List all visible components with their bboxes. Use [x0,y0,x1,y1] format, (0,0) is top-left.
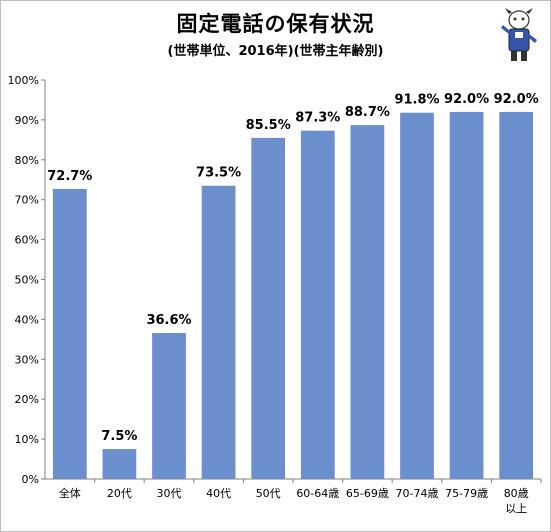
y-tick-label: 0% [22,473,39,486]
bar [300,130,335,479]
x-tick-label: 50代 [256,487,281,500]
bar [251,137,286,480]
x-tick-label: 80歳以上 [504,487,529,515]
bar [449,111,484,480]
x-tick-label: 40代 [206,487,231,500]
chart-title: 固定電話の保有状況 [176,12,375,36]
y-tick-label: 10% [15,433,39,446]
y-tick-label: 30% [15,353,39,366]
bar [499,111,534,480]
bar [350,125,385,479]
bar [152,332,186,479]
x-tick-label: 30代 [157,487,182,500]
y-tick-label: 60% [15,234,39,247]
x-tick-label: 75-79歳 [445,487,488,500]
data-label: 87.3% [295,111,340,126]
x-tick-label: 60-64歳 [296,487,339,500]
bar [400,112,434,479]
x-tick-label: 70-74歳 [396,487,439,500]
bar [102,449,137,479]
x-tick-label: 20代 [107,487,132,500]
data-label: 92.0% [444,92,489,107]
y-tick-label: 100% [8,74,39,87]
mascot-logo [501,8,537,61]
data-label: 36.6% [146,313,191,328]
y-tick-label: 70% [15,194,39,207]
x-tick-label: 65-69歳 [346,487,389,500]
x-tick-label: 全体 [59,486,81,500]
y-tick-label: 20% [15,393,39,406]
y-tick-label: 50% [15,274,39,287]
data-label: 73.5% [196,166,241,181]
data-label: 92.0% [494,92,539,107]
data-label: 91.8% [394,93,439,108]
data-label: 7.5% [101,429,137,444]
y-tick-label: 40% [15,313,39,326]
data-label: 85.5% [246,118,291,133]
data-label: 72.7% [47,169,92,184]
data-label: 88.7% [345,105,390,120]
bar [52,188,87,479]
bar [201,185,236,480]
y-tick-label: 80% [15,154,39,167]
chart-subtitle: (世帯単位、2016年)(世帯主年齢別) [167,44,384,59]
y-tick-label: 90% [15,114,39,127]
